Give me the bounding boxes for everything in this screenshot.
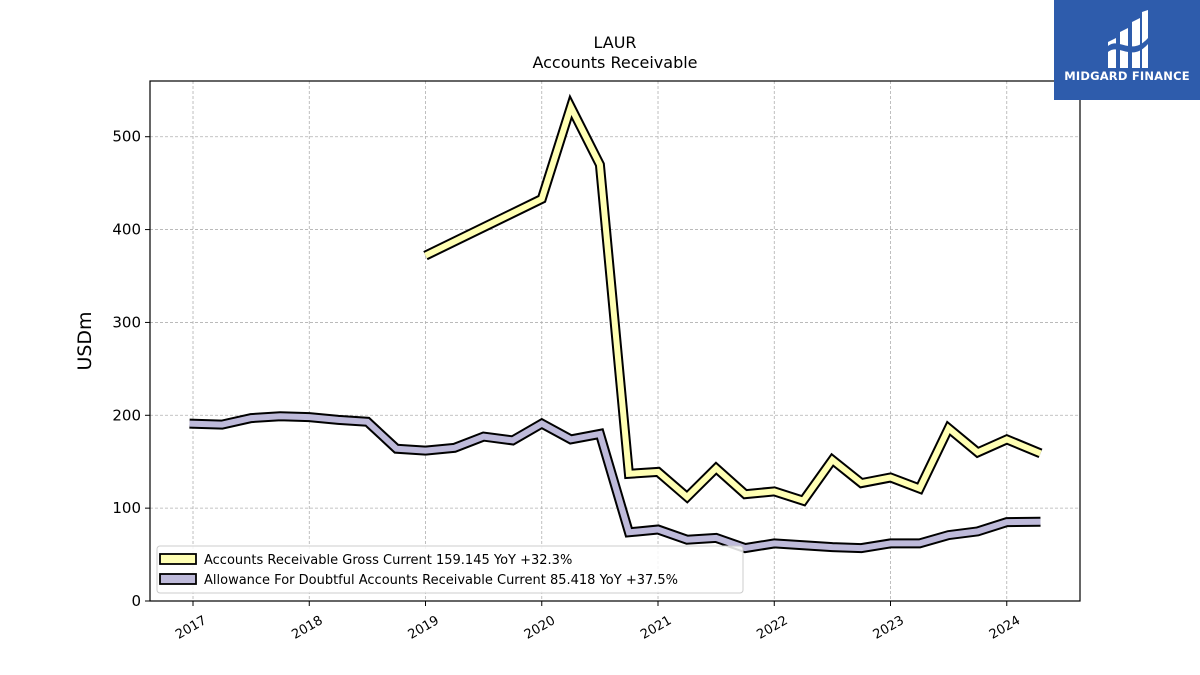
y-tick-label: 500 (112, 128, 141, 146)
x-tick-label: 2018 (289, 613, 325, 643)
x-axis-ticks: 2017 2018 2019 2020 2021 2022 2023 2024 (173, 601, 1023, 643)
legend-swatch-1 (159, 573, 197, 585)
logo-mark-icon (1106, 10, 1148, 68)
legend-swatch-0 (159, 553, 197, 565)
y-tick-label: 400 (112, 221, 141, 239)
y-tick-label: 100 (112, 499, 141, 517)
legend-box (156, 545, 744, 594)
x-tick-label: 2017 (173, 613, 209, 643)
series-line-0 (424, 99, 1042, 505)
x-tick-label: 2024 (987, 613, 1023, 643)
chart-subtitle: Accounts Receivable (532, 53, 697, 72)
plot-frame (149, 80, 1081, 602)
x-tick-label: 2019 (406, 613, 442, 643)
x-tick-label: 2022 (754, 613, 790, 643)
x-tick-label: 2023 (871, 613, 907, 643)
brand-logo: MIDGARD FINANCE (1054, 0, 1200, 100)
y-tick-label: 200 (112, 406, 141, 424)
series-lines (189, 93, 1043, 554)
legend: Accounts Receivable Gross Current 159.14… (156, 545, 744, 594)
chart-title: LAUR (593, 33, 636, 52)
legend-label-1: Allowance For Doubtful Accounts Receivab… (204, 573, 678, 588)
legend-label-0: Accounts Receivable Gross Current 159.14… (204, 553, 572, 568)
y-axis-label: USDm (74, 311, 96, 370)
y-tick-label: 0 (131, 592, 141, 610)
x-tick-label: 2020 (522, 613, 558, 643)
y-axis-ticks: 0 100 200 300 400 500 (112, 128, 150, 610)
logo-text: MIDGARD FINANCE (1064, 69, 1190, 83)
x-tick-label: 2021 (638, 613, 674, 643)
series-line-1 (189, 413, 1041, 552)
y-tick-label: 300 (112, 313, 141, 331)
